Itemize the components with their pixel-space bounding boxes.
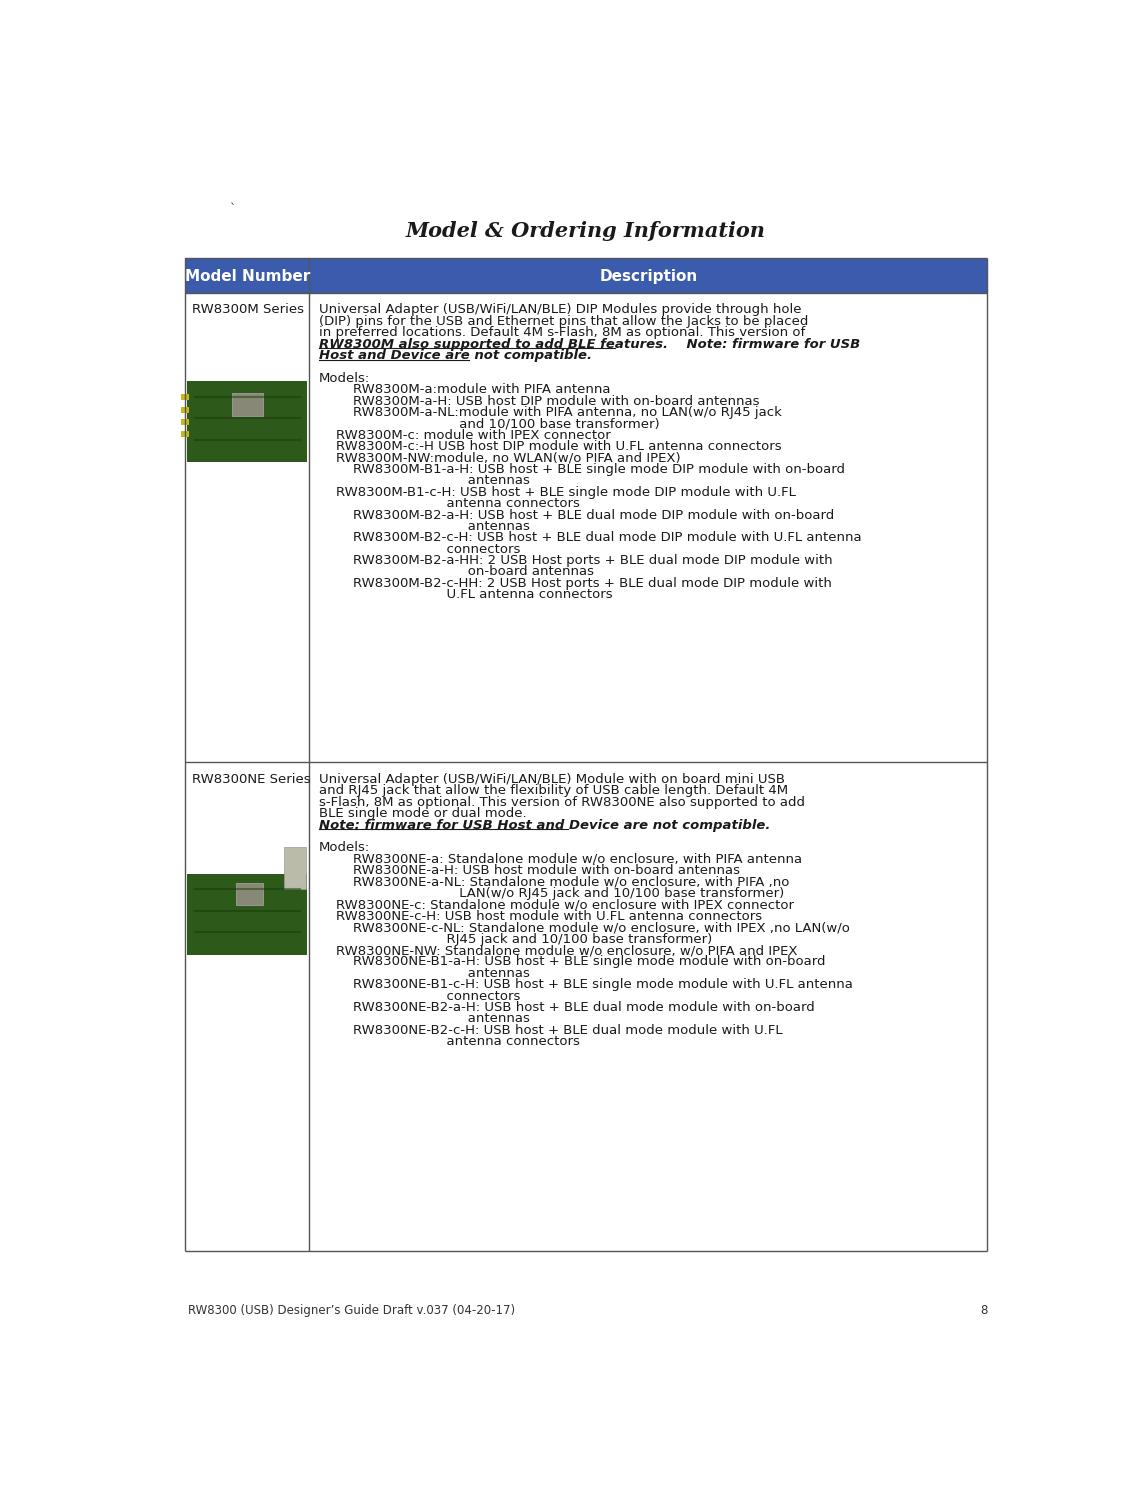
Text: RW8300NE-a: Standalone module w/o enclosure, with PIFA antenna: RW8300NE-a: Standalone module w/o enclos… [319, 854, 802, 866]
Text: RW8300NE Series: RW8300NE Series [192, 774, 311, 786]
Bar [185, 258, 988, 293]
Text: RW8300M-c: module with IPEX connector: RW8300M-c: module with IPEX connector [319, 428, 611, 442]
Bar [284, 847, 306, 890]
Text: RW8300M also supported to add BLE features.    Note: firmware for USB: RW8300M also supported to add BLE featur… [319, 338, 860, 350]
Text: Note: firmware for USB Host and Device are not compatible.: Note: firmware for USB Host and Device a… [319, 819, 770, 832]
Text: antennas: antennas [319, 1012, 530, 1025]
Bar [232, 392, 263, 416]
Text: RW8300NE-B1-c-H: USB host + BLE single mode module with U.FL antenna: RW8300NE-B1-c-H: USB host + BLE single m… [319, 979, 853, 991]
Text: connectors: connectors [319, 989, 520, 1003]
Text: RW8300NE-B1-a-H: USB host + BLE single mode module with on-board: RW8300NE-B1-a-H: USB host + BLE single m… [319, 956, 826, 968]
Bar [235, 884, 263, 905]
Text: RW8300M-a-NL:module with PIFA antenna, no LAN(w/o RJ45 jack: RW8300M-a-NL:module with PIFA antenna, n… [319, 406, 781, 419]
Bar [182, 407, 188, 413]
Text: RW8300M-c:-H USB host DIP module with U.FL antenna connectors: RW8300M-c:-H USB host DIP module with U.… [319, 440, 781, 452]
Text: RW8300NE-a-NL: Standalone module w/o enclosure, with PIFA ,no: RW8300NE-a-NL: Standalone module w/o enc… [319, 876, 789, 888]
Bar [182, 394, 188, 401]
Text: Universal Adapter (USB/WiFi/LAN/BLE) Module with on board mini USB: Universal Adapter (USB/WiFi/LAN/BLE) Mod… [319, 774, 785, 786]
Text: Host and Device are not compatible.: Host and Device are not compatible. [319, 348, 592, 362]
Text: Models:: Models: [319, 841, 370, 855]
Bar [187, 382, 307, 461]
Text: Universal Adapter (USB/WiFi/LAN/BLE) DIP Modules provide through hole: Universal Adapter (USB/WiFi/LAN/BLE) DIP… [319, 303, 802, 317]
Text: Model Number: Model Number [185, 268, 309, 284]
Text: (DIP) pins for the USB and Ethernet pins that allow the Jacks to be placed: (DIP) pins for the USB and Ethernet pins… [319, 315, 809, 327]
Text: connectors: connectors [319, 543, 520, 556]
Text: RW8300NE-NW: Standalone module w/o enclosure, w/o PIFA and IPEX: RW8300NE-NW: Standalone module w/o enclo… [319, 944, 797, 958]
Text: RJ45 jack and 10/100 base transformer): RJ45 jack and 10/100 base transformer) [319, 932, 711, 946]
Text: `: ` [230, 202, 235, 216]
Text: in preferred locations. Default 4M s-Flash, 8M as optional. This version of: in preferred locations. Default 4M s-Fla… [319, 326, 805, 339]
Text: RW8300M-a:module with PIFA antenna: RW8300M-a:module with PIFA antenna [319, 383, 610, 397]
Text: and 10/100 base transformer): and 10/100 base transformer) [319, 418, 659, 430]
Text: BLE single mode or dual mode.: BLE single mode or dual mode. [319, 807, 526, 820]
Text: on-board antennas: on-board antennas [319, 566, 594, 579]
Text: RW8300M-NW:module, no WLAN(w/o PIFA and IPEX): RW8300M-NW:module, no WLAN(w/o PIFA and … [319, 451, 681, 464]
Text: antennas: antennas [319, 967, 530, 980]
Text: RW8300M-B2-c-H: USB host + BLE dual mode DIP module with U.FL antenna: RW8300M-B2-c-H: USB host + BLE dual mode… [319, 531, 861, 544]
Text: RW8300M-B2-a-H: USB host + BLE dual mode DIP module with on-board: RW8300M-B2-a-H: USB host + BLE dual mode… [319, 508, 834, 522]
Text: Model & Ordering Information: Model & Ordering Information [405, 222, 765, 241]
Text: and RJ45 jack that allow the flexibility of USB cable length. Default 4M: and RJ45 jack that allow the flexibility… [319, 784, 788, 798]
Text: Description: Description [600, 268, 698, 284]
Text: RW8300M-B1-a-H: USB host + BLE single mode DIP module with on-board: RW8300M-B1-a-H: USB host + BLE single mo… [319, 463, 845, 477]
Text: Models:: Models: [319, 372, 370, 385]
Bar [182, 419, 188, 425]
Text: RW8300NE-c-H: USB host module with U.FL antenna connectors: RW8300NE-c-H: USB host module with U.FL … [319, 909, 762, 923]
Text: LAN(w/o RJ45 jack and 10/100 base transformer): LAN(w/o RJ45 jack and 10/100 base transf… [319, 887, 783, 900]
Bar [187, 875, 307, 955]
Text: antenna connectors: antenna connectors [319, 1034, 579, 1048]
Text: s-Flash, 8M as optional. This version of RW8300NE also supported to add: s-Flash, 8M as optional. This version of… [319, 796, 805, 808]
Bar [182, 431, 188, 437]
Text: RW8300M-B2-a-HH: 2 USB Host ports + BLE dual mode DIP module with: RW8300M-B2-a-HH: 2 USB Host ports + BLE … [319, 553, 833, 567]
Text: RW8300M Series: RW8300M Series [192, 303, 304, 317]
Text: U.FL antenna connectors: U.FL antenna connectors [319, 588, 612, 602]
Text: antennas: antennas [319, 475, 530, 487]
Text: RW8300M-a-H: USB host DIP module with on-board antennas: RW8300M-a-H: USB host DIP module with on… [319, 395, 759, 407]
Text: RW8300NE-B2-c-H: USB host + BLE dual mode module with U.FL: RW8300NE-B2-c-H: USB host + BLE dual mod… [319, 1024, 782, 1038]
Text: RW8300M-B1-c-H: USB host + BLE single mode DIP module with U.FL: RW8300M-B1-c-H: USB host + BLE single mo… [319, 486, 796, 499]
Text: RW8300NE-B2-a-H: USB host + BLE dual mode module with on-board: RW8300NE-B2-a-H: USB host + BLE dual mod… [319, 1001, 814, 1013]
Text: RW8300M-B2-c-HH: 2 USB Host ports + BLE dual mode DIP module with: RW8300M-B2-c-HH: 2 USB Host ports + BLE … [319, 578, 831, 590]
Text: antenna connectors: antenna connectors [319, 498, 579, 510]
Text: RW8300 (USB) Designer’s Guide Draft v.037 (04-20-17): RW8300 (USB) Designer’s Guide Draft v.03… [187, 1303, 515, 1316]
Text: antennas: antennas [319, 520, 530, 532]
Text: RW8300NE-c: Standalone module w/o enclosure with IPEX connector: RW8300NE-c: Standalone module w/o enclos… [319, 899, 794, 911]
Text: RW8300NE-a-H: USB host module with on-board antennas: RW8300NE-a-H: USB host module with on-bo… [319, 864, 740, 878]
Text: RW8300NE-c-NL: Standalone module w/o enclosure, with IPEX ,no LAN(w/o: RW8300NE-c-NL: Standalone module w/o enc… [319, 921, 850, 935]
Text: 8: 8 [980, 1303, 988, 1316]
